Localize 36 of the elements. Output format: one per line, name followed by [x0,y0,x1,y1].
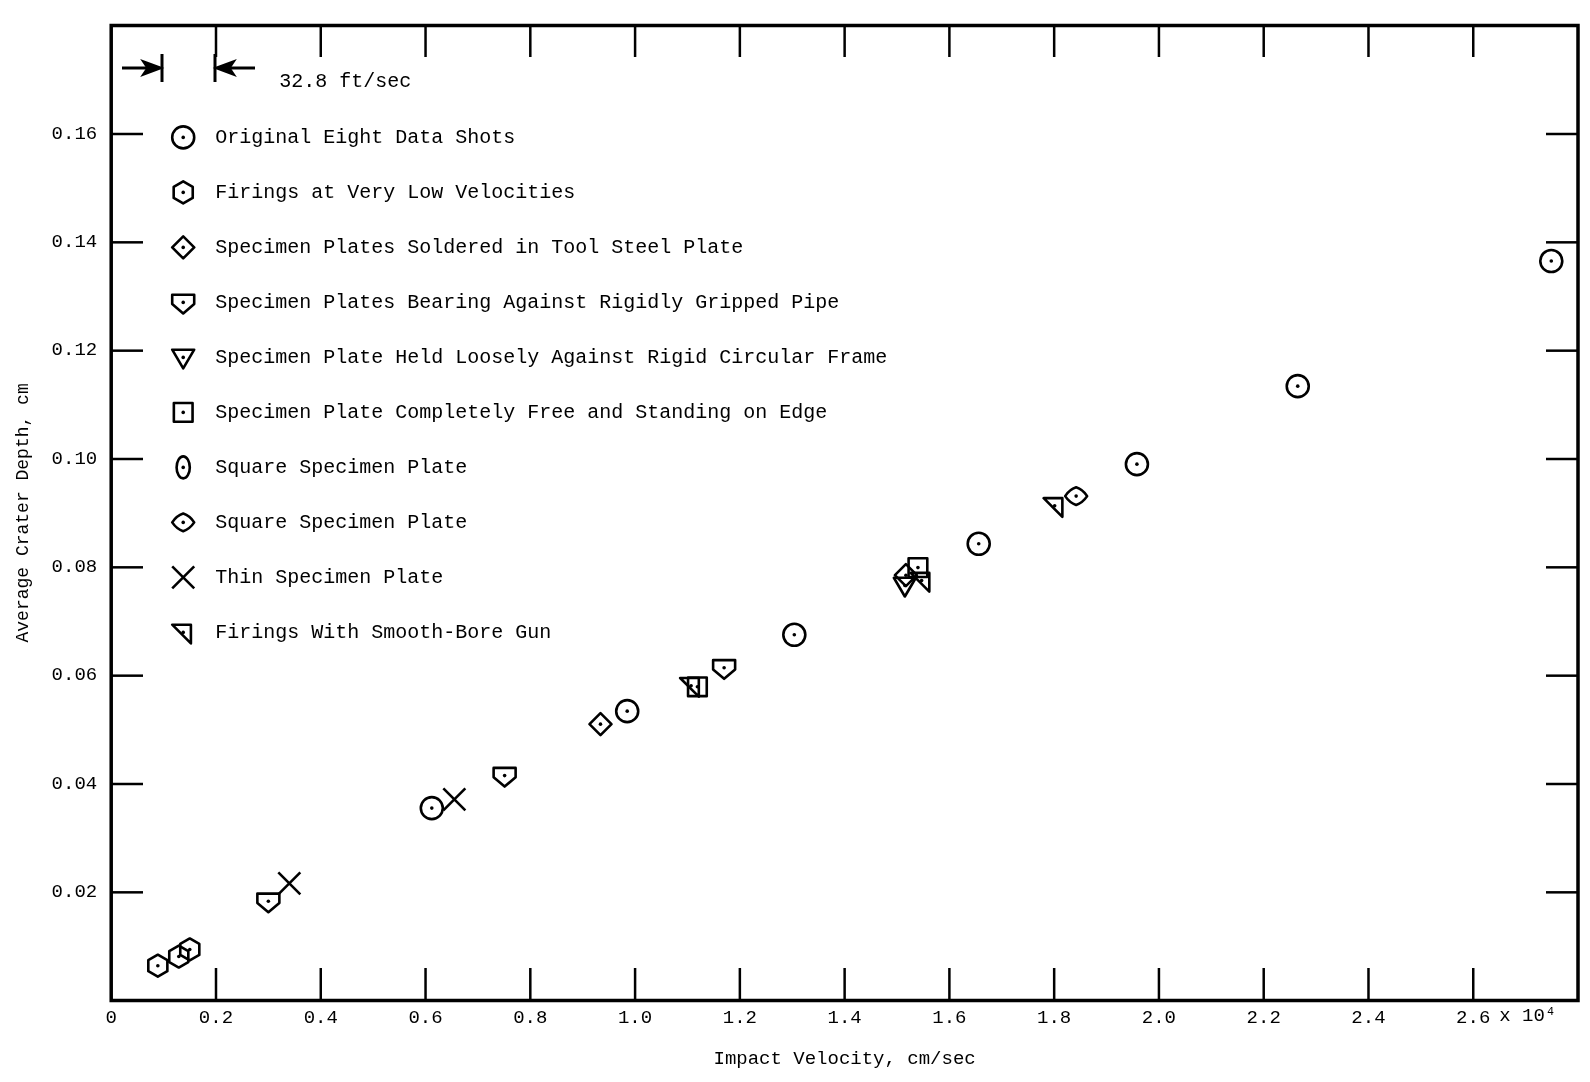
y-tick-label: 0.10 [51,447,98,470]
x-tick-label: 0.6 [408,1006,443,1029]
x-tick-label: 2.2 [1246,1006,1281,1029]
x-tick-label: 1.0 [617,1006,653,1029]
y-tick-label: 0.02 [51,881,98,904]
legend-label: Specimen Plate Completely Free and Standing on Edge [215,400,828,424]
x-tick-label: 1.6 [932,1006,967,1029]
x-tick-label: 0.8 [513,1006,548,1029]
y-tick-label: 0.08 [51,556,98,579]
legend-label: Thin Specimen Plate [215,565,444,589]
y-tick-label: 0.14 [51,231,98,254]
legend-label: Square Specimen Plate [215,510,468,534]
text: x 10⁴ [1499,1004,1557,1027]
x-tick-label: 0 [105,1006,117,1029]
x-tick-label: 2.0 [1141,1006,1177,1029]
legend-label: Square Specimen Plate [215,455,468,479]
x-tick-label: 2.4 [1351,1006,1386,1029]
x-tick-label: 0.4 [303,1006,338,1029]
y-axis-title: Average Crater Depth, cm [12,383,33,643]
x-axis-title: Impact Velocity, cm/sec [713,1047,976,1070]
x-tick-label: 0.2 [198,1006,234,1029]
x-tick-label: 2.6 [1456,1006,1491,1029]
legend-label: Specimen Plates Bearing Against Rigidly Gripped Pipe [215,290,840,314]
legend-label: Specimen Plates Soldered in Tool Steel Plate [215,235,744,259]
legend-label: Firings at Very Low Velocities [215,180,576,204]
annotation: 32.8 ft/sec [279,69,412,93]
x-tick-label: 1.2 [722,1006,757,1029]
x-tick-label: 1.8 [1037,1006,1072,1029]
y-tick-label: 0.16 [51,122,98,145]
legend-label: Original Eight Data Shots [215,125,516,149]
y-tick-label: 0.12 [51,339,98,362]
x-tick-label: 1.4 [827,1006,862,1029]
legend-label: Firings With Smooth-Bore Gun [215,620,552,644]
y-tick-label: 0.04 [51,772,98,795]
y-tick-label: 0.06 [51,664,98,687]
legend-label: Specimen Plate Held Loosely Against Rigid Circular Frame [215,345,888,369]
